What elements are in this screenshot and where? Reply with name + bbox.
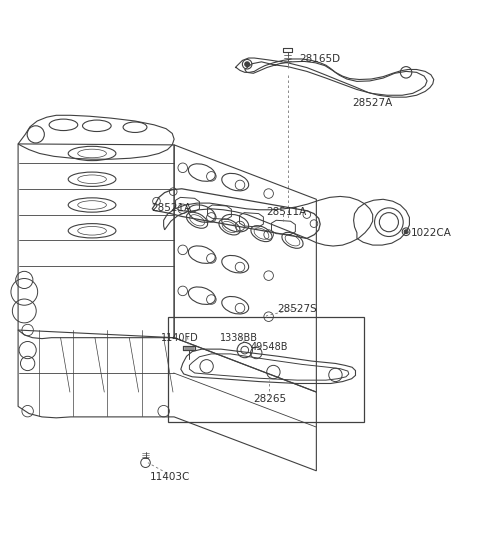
Text: 49548B: 49548B (251, 342, 288, 352)
Text: 11403C: 11403C (150, 472, 191, 482)
Text: 28527A: 28527A (352, 99, 392, 108)
Text: 1022CA: 1022CA (411, 228, 452, 238)
Text: 28265: 28265 (253, 394, 287, 404)
Text: 28511A: 28511A (266, 207, 307, 217)
Circle shape (245, 62, 250, 66)
Text: 1338BB: 1338BB (219, 333, 257, 343)
Text: 28527S: 28527S (277, 303, 317, 314)
Text: 1140FD: 1140FD (161, 333, 199, 343)
Text: 28165D: 28165D (300, 54, 341, 64)
Text: 28521A: 28521A (152, 203, 192, 213)
Circle shape (404, 230, 408, 234)
